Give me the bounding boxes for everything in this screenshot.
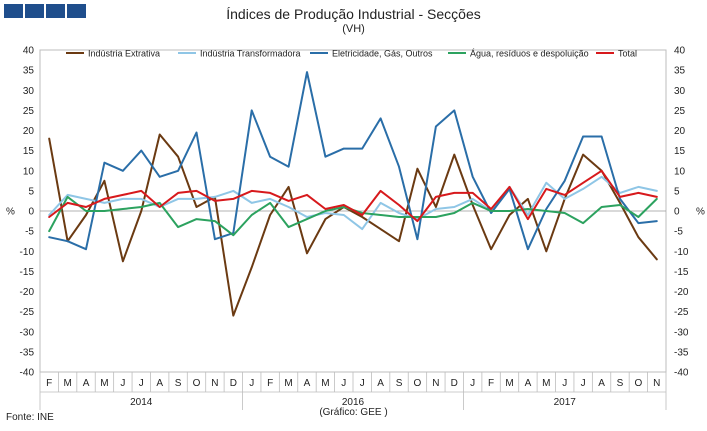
- y-tick-label-right: 30: [674, 86, 686, 97]
- y-tick-label-left: 0: [28, 207, 34, 218]
- y-axis-label-left: %: [6, 207, 15, 218]
- y-tick-label-left: -30: [20, 327, 35, 338]
- x-tick-label: O: [634, 378, 642, 389]
- legend-label-agua: Água, resíduos e despoluição: [470, 49, 589, 59]
- x-tick-label: S: [175, 378, 182, 389]
- x-tick-label: J: [139, 378, 144, 389]
- y-tick-label-right: -30: [674, 327, 689, 338]
- chart-subtitle: (VH): [342, 23, 365, 35]
- y-tick-label-right: 35: [674, 66, 686, 77]
- x-year-label: 2014: [130, 397, 153, 408]
- x-tick-label: A: [83, 378, 90, 389]
- y-tick-label-left: 10: [23, 166, 35, 177]
- y-tick-label-left: 15: [23, 146, 35, 157]
- x-tick-label: N: [432, 378, 439, 389]
- x-tick-label: A: [525, 378, 532, 389]
- x-tick-label: O: [414, 378, 422, 389]
- y-tick-label-right: -15: [674, 267, 689, 278]
- y-tick-label-left: -10: [20, 247, 35, 258]
- chart-title: Índices de Produção Industrial - Secções: [226, 6, 481, 22]
- chart-credit: (Gráfico: GEE ): [319, 407, 388, 418]
- x-tick-label: J: [470, 378, 475, 389]
- y-tick-label-right: -25: [674, 307, 689, 318]
- y-tick-label-left: -5: [25, 227, 34, 238]
- y-tick-label-right: 40: [674, 46, 686, 57]
- x-tick-label: N: [653, 378, 660, 389]
- y-tick-label-left: -20: [20, 287, 35, 298]
- y-tick-label-left: 35: [23, 66, 35, 77]
- x-tick-label: A: [156, 378, 163, 389]
- y-tick-label-left: 25: [23, 106, 35, 117]
- y-tick-label-left: -15: [20, 267, 35, 278]
- x-tick-label: D: [451, 378, 458, 389]
- logo-square: [46, 4, 65, 18]
- y-tick-label-right: 20: [674, 126, 686, 137]
- y-tick-label-right: -10: [674, 247, 689, 258]
- x-tick-label: S: [396, 378, 403, 389]
- y-tick-label-right: 15: [674, 146, 686, 157]
- x-tick-label: D: [230, 378, 237, 389]
- y-tick-label-right: -20: [674, 287, 689, 298]
- y-axis-label-right: %: [696, 207, 705, 218]
- y-tick-label-right: -35: [674, 347, 689, 358]
- legend-label-transformadora: Indústria Transformadora: [200, 49, 301, 59]
- x-tick-label: J: [249, 378, 254, 389]
- x-year-label: 2016: [342, 397, 365, 408]
- y-tick-label-right: 25: [674, 106, 686, 117]
- x-tick-label: S: [617, 378, 624, 389]
- y-tick-label-left: 5: [28, 186, 34, 197]
- legend-label-total: Total: [618, 49, 637, 59]
- x-tick-label: F: [488, 378, 494, 389]
- x-tick-label: M: [321, 378, 329, 389]
- x-tick-label: M: [63, 378, 71, 389]
- y-tick-label-right: 0: [674, 207, 680, 218]
- x-tick-label: F: [46, 378, 52, 389]
- y-tick-label-right: -5: [674, 227, 683, 238]
- x-tick-label: J: [360, 378, 365, 389]
- logo-square: [4, 4, 23, 18]
- gee-logo: [4, 4, 86, 18]
- y-tick-label-left: -35: [20, 347, 35, 358]
- x-tick-label: F: [267, 378, 273, 389]
- y-tick-label-left: 30: [23, 86, 35, 97]
- x-tick-label: J: [562, 378, 567, 389]
- y-tick-label-left: -40: [20, 368, 35, 379]
- series-line-eletricidade: [48, 71, 658, 251]
- series-line-transformadora: [48, 175, 658, 231]
- y-tick-label-left: -25: [20, 307, 35, 318]
- logo-square: [67, 4, 86, 18]
- x-tick-label: M: [100, 378, 108, 389]
- x-tick-label: J: [581, 378, 586, 389]
- logo-square: [25, 4, 44, 18]
- series-line-extrativa: [48, 133, 658, 317]
- x-tick-label: N: [211, 378, 218, 389]
- x-tick-label: A: [377, 378, 384, 389]
- x-year-label: 2017: [554, 397, 577, 408]
- x-tick-label: A: [598, 378, 605, 389]
- x-tick-label: J: [341, 378, 346, 389]
- x-tick-label: O: [193, 378, 201, 389]
- x-tick-label: M: [542, 378, 550, 389]
- source-note: Fonte: INE: [6, 412, 54, 423]
- legend-label-extrativa: Indústria Extrativa: [88, 49, 160, 59]
- y-tick-label-left: 20: [23, 126, 35, 137]
- x-tick-label: A: [304, 378, 311, 389]
- y-tick-label-right: -40: [674, 368, 689, 379]
- legend-label-eletricidade: Eletricidade, Gás, Outros: [332, 49, 433, 59]
- y-tick-label-left: 40: [23, 46, 35, 57]
- x-tick-label: J: [120, 378, 125, 389]
- x-tick-label: M: [284, 378, 292, 389]
- series-line-total: [48, 169, 658, 223]
- y-tick-label-right: 5: [674, 186, 680, 197]
- x-tick-label: M: [505, 378, 513, 389]
- y-tick-label-right: 10: [674, 166, 686, 177]
